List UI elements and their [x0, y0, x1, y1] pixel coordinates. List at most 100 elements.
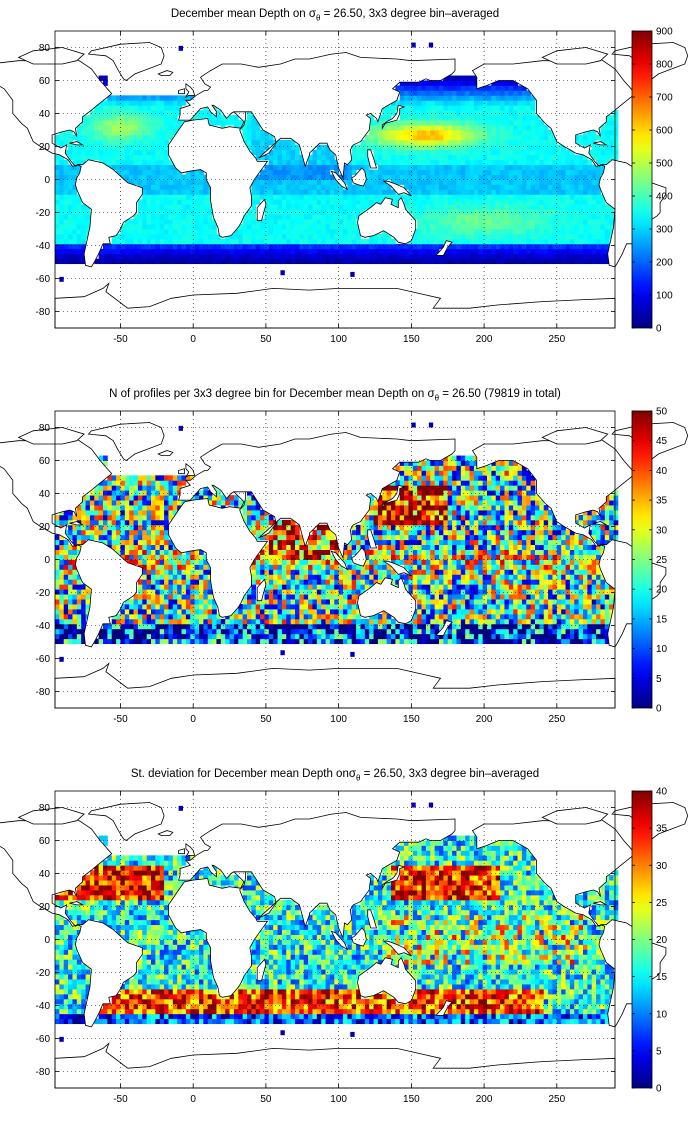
data-cell [303, 589, 309, 595]
data-cell [434, 184, 440, 190]
data-cell [155, 233, 161, 240]
data-cell [412, 253, 418, 260]
data-cell [513, 628, 518, 635]
data-cell [587, 238, 593, 245]
data-cell [164, 219, 169, 225]
data-cell [600, 144, 606, 151]
data-cell [364, 184, 370, 190]
data-cell [334, 599, 340, 605]
data-cell [386, 633, 392, 640]
data-cell [539, 233, 545, 240]
data-cell [216, 115, 222, 121]
data-cell [591, 574, 597, 580]
data-cell [504, 628, 510, 635]
data-cell [181, 594, 187, 600]
data-cell [539, 229, 545, 235]
data-cell [417, 115, 422, 121]
data-cell [404, 80, 409, 86]
data-cell [129, 633, 134, 640]
data-cell [111, 164, 117, 170]
data-cell [600, 594, 606, 600]
data-cell [85, 120, 91, 126]
data-cell [286, 154, 292, 161]
data-cell [220, 253, 226, 260]
data-cell [447, 115, 453, 121]
data-cell [133, 604, 139, 610]
data-cell [478, 638, 484, 645]
data-cell [142, 628, 148, 635]
data-cell [55, 233, 60, 240]
data-cell [356, 209, 361, 215]
data-cell [452, 110, 457, 116]
data-cell [513, 90, 518, 96]
data-cell [495, 100, 501, 106]
data-cell [308, 194, 313, 200]
data-cell [521, 638, 527, 645]
data-cell [434, 609, 440, 615]
data-cell [155, 243, 161, 250]
data-cell [565, 633, 571, 640]
data-cell [521, 623, 527, 630]
data-cell [185, 184, 191, 190]
data-cell [391, 134, 396, 141]
data-cell [351, 204, 357, 210]
data-cell [155, 594, 161, 600]
data-cell [247, 214, 252, 220]
data-cell [233, 238, 239, 245]
data-cell [325, 204, 331, 210]
data-cell [299, 258, 305, 265]
data-cell [500, 105, 505, 111]
data-cell [569, 194, 575, 200]
data-cell [526, 589, 532, 595]
data-cell [500, 184, 505, 190]
data-cell [59, 139, 65, 146]
data-cell [535, 589, 540, 595]
data-cell [299, 584, 305, 590]
data-cell [142, 149, 148, 156]
data-cell [260, 258, 265, 265]
data-cell [382, 253, 388, 260]
data-cell [273, 243, 278, 250]
data-cell [247, 599, 252, 605]
data-cell [312, 633, 318, 640]
data-cell [159, 613, 165, 620]
data-cell [578, 134, 584, 141]
data-cell [264, 189, 270, 195]
data-cell [439, 219, 444, 225]
data-cell [513, 144, 518, 151]
data-cell [212, 238, 217, 245]
data-cell [329, 189, 335, 195]
data-cell [164, 179, 169, 185]
data-cell [521, 579, 527, 585]
data-cell [369, 613, 374, 620]
data-cell [142, 100, 148, 106]
data-cell [321, 169, 326, 175]
data-cell [465, 628, 470, 635]
data-cell [552, 248, 558, 255]
data-cell [207, 574, 213, 580]
data-cell [504, 139, 510, 146]
data-cell [408, 633, 414, 640]
data-cell [151, 638, 156, 645]
data-cell [295, 184, 300, 190]
data-cell [591, 204, 597, 210]
data-cell [452, 189, 457, 195]
data-cell [290, 243, 296, 250]
data-cell [600, 204, 606, 210]
data-cell [146, 100, 152, 106]
data-cell [155, 100, 161, 106]
data-cell [59, 594, 65, 600]
data-cell [535, 258, 540, 265]
data-cell [569, 238, 575, 245]
data-cell [443, 90, 449, 96]
data-cell [299, 209, 305, 215]
data-cell [63, 594, 69, 600]
data-cell [103, 258, 108, 265]
data-cell [417, 613, 422, 620]
data-cell [386, 105, 392, 111]
data-cell [299, 623, 305, 630]
data-cell [552, 204, 558, 210]
data-cell [251, 253, 257, 260]
data-cell [124, 100, 130, 106]
data-cell [412, 115, 418, 121]
